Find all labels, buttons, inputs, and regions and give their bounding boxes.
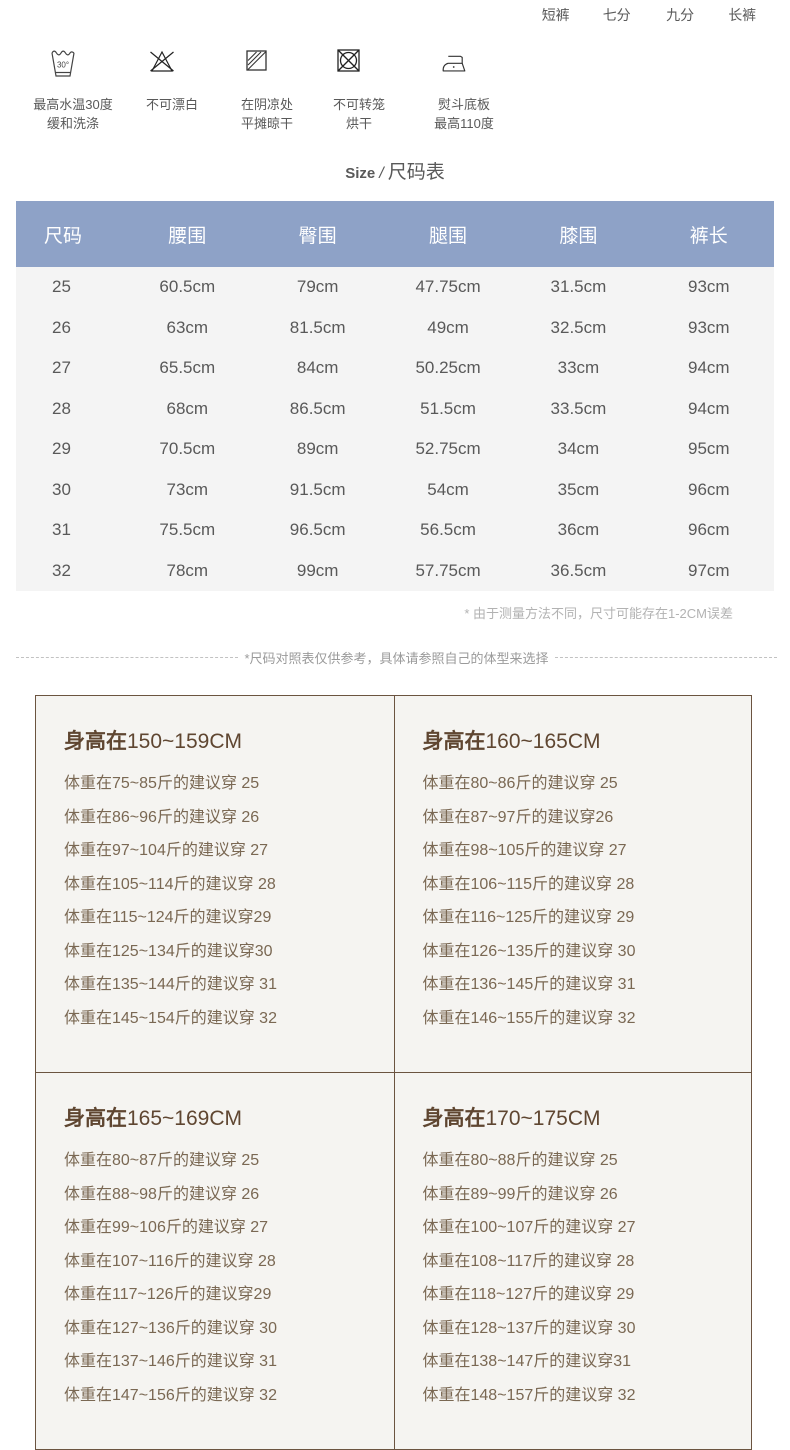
svg-text:30°: 30° [57,61,69,70]
